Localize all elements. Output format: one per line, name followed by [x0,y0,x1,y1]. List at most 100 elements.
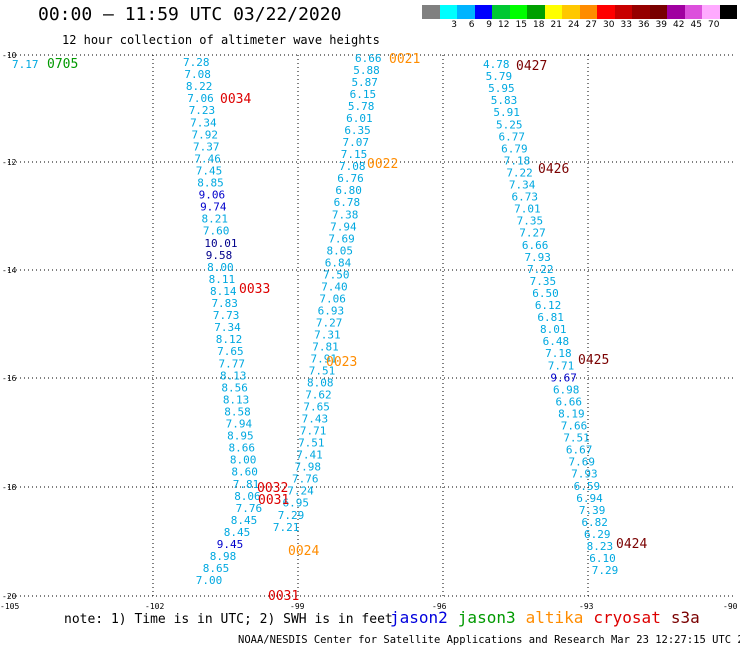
altika-value: 6.15 [350,88,377,101]
s3a-value: 7.93 [524,251,551,264]
cryosat-value: 8.60 [231,466,258,479]
s3a-value: 8.23 [587,540,614,553]
cryosat-value: 7.34 [190,116,217,129]
credit-line: NOAA/NESDIS Center for Satellite Applica… [238,634,740,646]
pass-label: 0031 [258,493,289,508]
altika-value: 6.01 [346,112,373,125]
s3a-value: 7.01 [514,203,541,216]
legend-swatch [649,5,667,19]
s3a-value: 7.27 [519,227,546,240]
cryosat-value: 8.56 [221,381,248,394]
s3a-value: 6.81 [537,311,564,324]
s3a-value: 6.67 [566,444,593,457]
s3a-value: 7.66 [561,420,588,433]
s3a-value: 8.01 [540,323,567,336]
legend-swatch [597,5,615,19]
legend-swatch [527,5,545,19]
legend-label: 24 [568,20,580,30]
cryosat-value: 7.23 [189,104,216,117]
s3a-value: 6.50 [532,287,559,300]
legend-swatch [562,5,580,19]
s3a-value: 6.12 [535,299,562,312]
legend-label: 9 [486,20,492,30]
legend-swatch [439,5,457,19]
altika-value: 7.27 [316,316,343,329]
cryosat-value: 9.45 [217,538,244,551]
s3a-value: 7.51 [563,432,590,445]
cryosat-value: 8.95 [227,430,254,443]
pass-label: 0021 [389,52,420,67]
s3a-value: 6.66 [522,239,549,252]
cryosat-value: 8.58 [224,405,251,418]
longitude-label: -96 [432,602,447,611]
legend-label: 33 [620,20,632,30]
s3a-value: 6.82 [581,516,608,529]
latitude-label: -14 [2,266,17,275]
latitude-label: -10 [2,51,17,60]
cryosat-value: 7.65 [217,345,244,358]
pass-label: 0031 [268,589,299,604]
s3a-value: 7.35 [530,275,557,288]
altika-value: 7.81 [312,340,339,353]
legend-label: 18 [533,20,545,30]
latitude-label: -16 [2,374,17,383]
cryosat-value: 9.06 [199,189,226,202]
s3a-value: 5.83 [491,94,517,107]
s3a-value: 5.91 [493,106,520,119]
latitude-label: -12 [2,158,17,167]
legend-swatch [544,5,562,19]
axis-tick-labels: -10 -12 -14 -16 -18 -20-105 -102 -99 -96 -93 -90 [0,51,738,611]
satellite-jason3: jason3 [457,608,516,627]
legend-label: 42 [673,20,685,30]
altika-value: 7.51 [298,437,325,450]
cryosat-value: 8.45 [224,526,251,539]
cryosat-value: 10.01 [204,237,237,250]
longitude-label: -105 [0,602,19,611]
satellite-legend: jason2 jason3 altika cryosat s3a [390,608,710,627]
altika-value: 7.15 [341,148,368,161]
cryosat-value: 8.00 [230,454,257,467]
altika-value: 6.84 [325,256,352,269]
s3a-value: 6.94 [576,492,603,505]
cryosat-value: 8.06 [234,490,261,503]
pass-label: 0034 [220,92,251,107]
legend-label: 45 [690,20,702,30]
cryosat-value: 7.92 [192,128,219,141]
s3a-value: 4.78 [483,58,510,71]
cryosat-value: 9.74 [200,201,227,214]
cryosat-value: 7.37 [193,140,220,153]
pass-label: 0424 [616,537,647,552]
cryosat-value: 7.81 [233,478,259,491]
altika-value: 7.31 [314,328,341,341]
cryosat-value: 7.28 [183,56,210,69]
altika-value: 7.24 [287,485,314,498]
legend-swatch [579,5,597,19]
s3a-value: 5.95 [488,82,515,95]
altika-value: 6.78 [334,196,361,209]
altika-value: 6.93 [318,304,345,317]
s3a-value: 5.79 [486,70,513,83]
altika-value: 7.62 [305,389,332,402]
s3a-value: 7.18 [504,154,531,167]
legend-label: 70 [708,20,720,30]
altika-value: 7.08 [339,160,366,173]
legend-label: 12 [498,20,510,30]
altika-value: 7.98 [295,461,322,474]
pass-label: 0032 [257,481,288,496]
cryosat-value: 8.45 [231,514,257,527]
cryosat-value: 8.12 [216,333,243,346]
legend-label: 6 [468,20,475,30]
legend-swatch [632,5,650,19]
altika-value: 7.76 [292,473,319,486]
altika-value: 7.71 [300,425,327,438]
legend-label: 39 [655,20,667,30]
satellite-altika: altika [525,608,584,627]
altika-value: 7.69 [328,232,355,245]
s3a-value: 7.39 [579,504,606,517]
satellite-s3a: s3a [670,608,700,627]
legend-swatch [719,5,737,19]
altika-value: 6.76 [337,172,364,185]
altika-value: 7.50 [323,268,350,281]
cryosat-value: 7.06 [187,92,214,105]
